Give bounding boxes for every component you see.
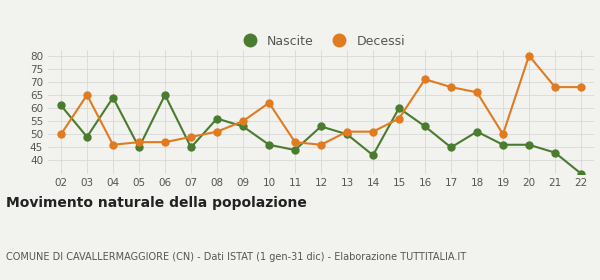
- Nascite: [214, 117, 221, 120]
- Decessi: [161, 141, 169, 144]
- Decessi: [395, 117, 403, 120]
- Nascite: [448, 146, 455, 149]
- Decessi: [317, 143, 325, 146]
- Nascite: [58, 104, 65, 107]
- Decessi: [239, 120, 247, 123]
- Nascite: [473, 130, 481, 133]
- Nascite: [343, 133, 350, 136]
- Nascite: [187, 146, 194, 149]
- Legend: Nascite, Decessi: Nascite, Decessi: [232, 30, 410, 53]
- Nascite: [161, 93, 169, 97]
- Decessi: [214, 130, 221, 133]
- Nascite: [395, 106, 403, 110]
- Decessi: [136, 141, 143, 144]
- Decessi: [526, 54, 533, 57]
- Decessi: [109, 143, 116, 146]
- Decessi: [187, 135, 194, 139]
- Decessi: [83, 93, 91, 97]
- Nascite: [499, 143, 506, 146]
- Decessi: [499, 133, 506, 136]
- Decessi: [448, 85, 455, 89]
- Line: Nascite: Nascite: [58, 92, 584, 177]
- Nascite: [421, 125, 428, 128]
- Nascite: [83, 135, 91, 139]
- Decessi: [58, 133, 65, 136]
- Nascite: [109, 96, 116, 99]
- Nascite: [551, 151, 559, 154]
- Nascite: [136, 146, 143, 149]
- Line: Decessi: Decessi: [58, 52, 584, 148]
- Decessi: [473, 91, 481, 94]
- Text: COMUNE DI CAVALLERMAGGIORE (CN) - Dati ISTAT (1 gen-31 dic) - Elaborazione TUTTI: COMUNE DI CAVALLERMAGGIORE (CN) - Dati I…: [6, 252, 466, 262]
- Nascite: [577, 172, 584, 175]
- Decessi: [421, 78, 428, 81]
- Decessi: [343, 130, 350, 133]
- Decessi: [370, 130, 377, 133]
- Nascite: [370, 153, 377, 157]
- Nascite: [265, 143, 272, 146]
- Nascite: [292, 148, 299, 152]
- Decessi: [292, 141, 299, 144]
- Text: Movimento naturale della popolazione: Movimento naturale della popolazione: [6, 196, 307, 210]
- Decessi: [265, 101, 272, 104]
- Nascite: [526, 143, 533, 146]
- Nascite: [239, 125, 247, 128]
- Decessi: [577, 85, 584, 89]
- Nascite: [317, 125, 325, 128]
- Decessi: [551, 85, 559, 89]
